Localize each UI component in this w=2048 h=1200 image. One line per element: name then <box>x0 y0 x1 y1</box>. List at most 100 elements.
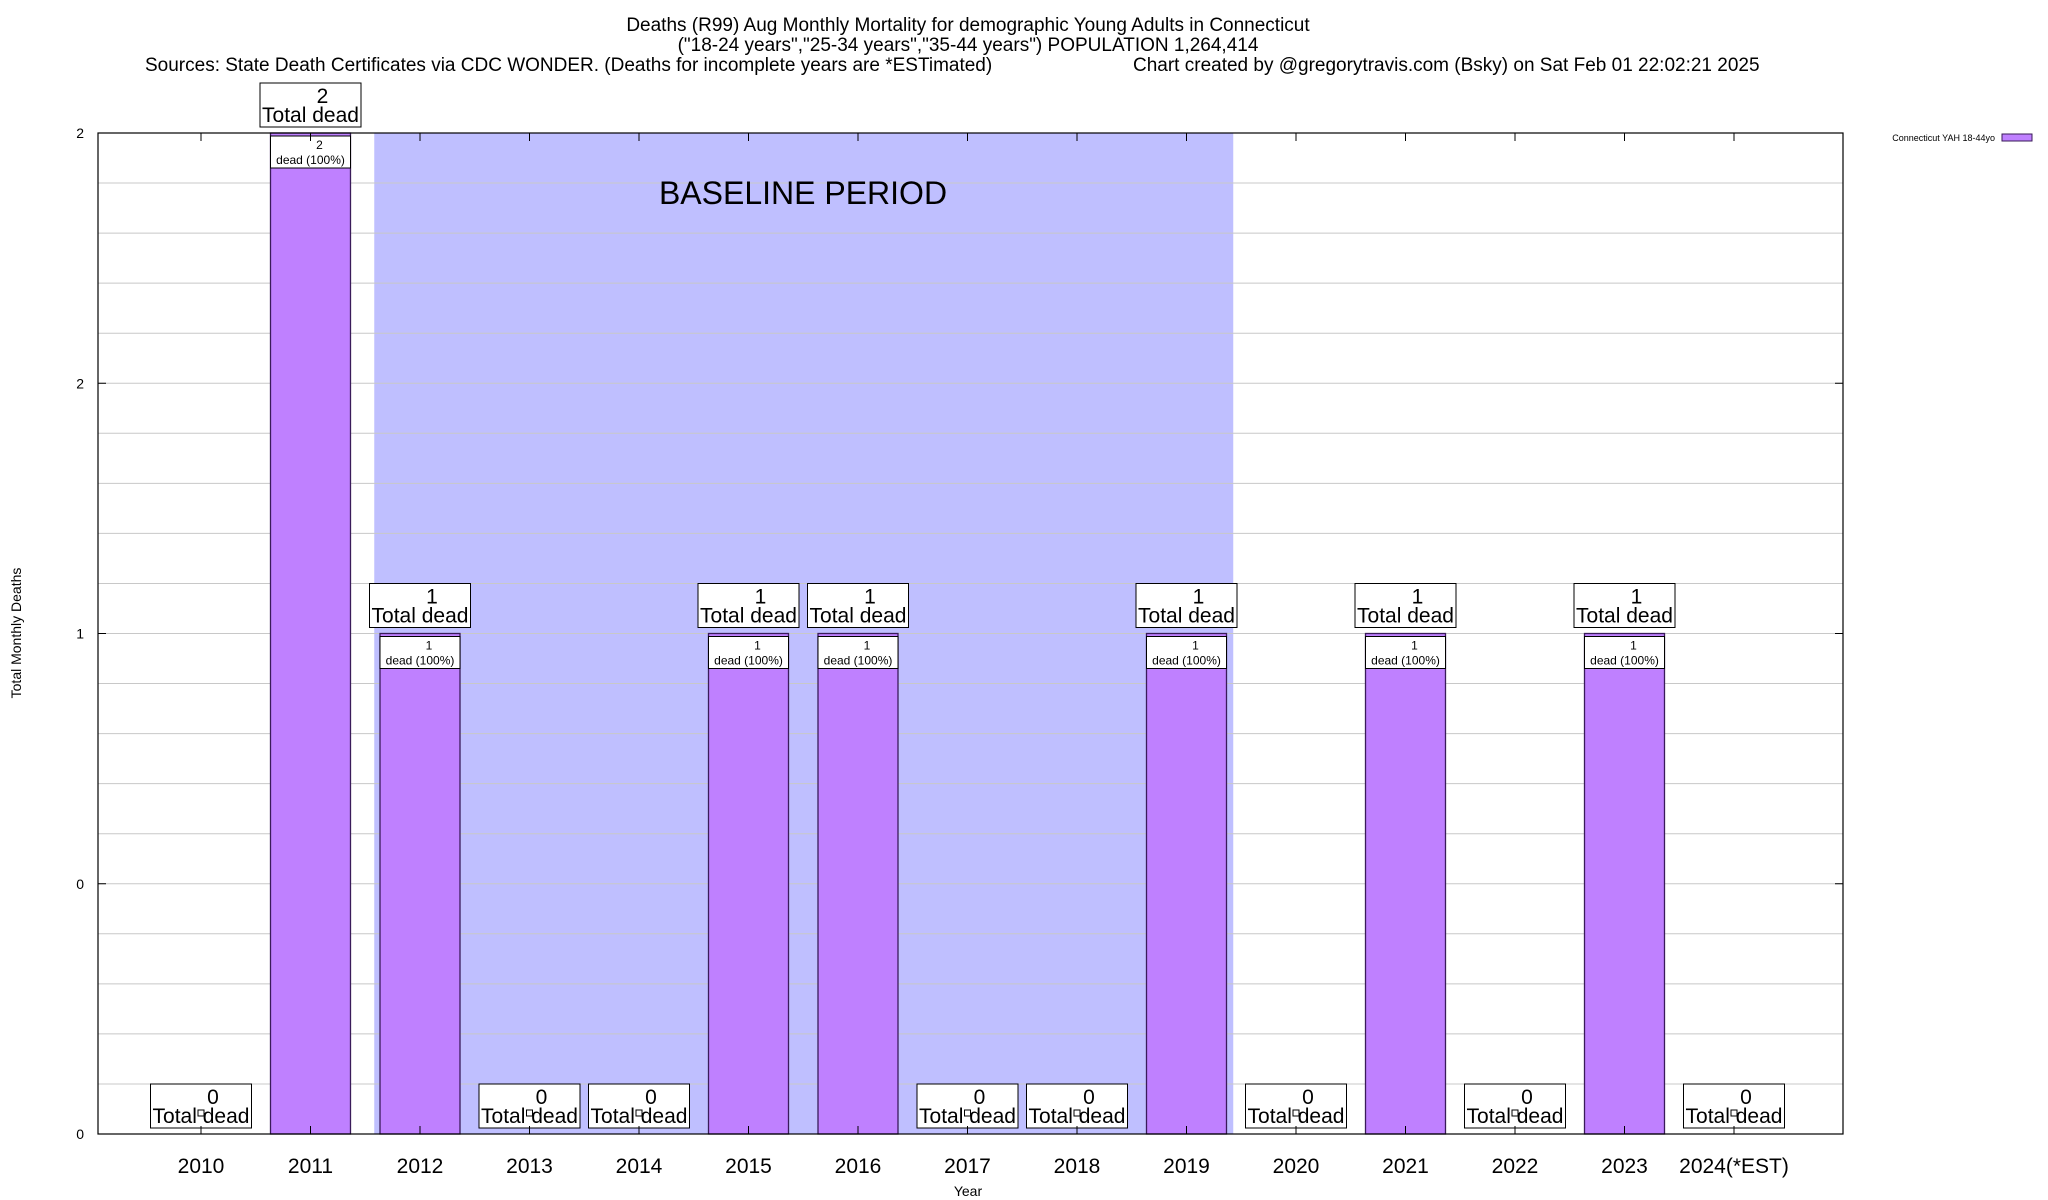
x-tick-label: 2013 <box>506 1155 553 1178</box>
bar-label-box <box>1365 636 1446 669</box>
bars-layer <box>269 132 1666 1135</box>
bar-2012 <box>379 632 461 1135</box>
chart-title-line2: ("18-24 years","25-34 years","35-44 year… <box>678 35 1259 56</box>
total-value-label: 0 <box>536 1086 548 1109</box>
x-axis-ticks: 2010 2011 2012 2013 2014 2015 2016 2017 2018 2019… <box>178 133 1789 1178</box>
total-label-box <box>1464 1083 1566 1129</box>
bar-2023 <box>1583 632 1666 1135</box>
x-tick-label: 2016 <box>835 1155 882 1178</box>
total-suffix-label: Total dead <box>1138 605 1235 628</box>
zero-marker <box>1292 1109 1300 1117</box>
legend: Connecticut YAH 18-44yo <box>1892 133 2033 143</box>
y-tick-label: 0 <box>76 876 84 892</box>
total-label-box <box>1683 1083 1785 1129</box>
total-suffix-label: Total dead <box>262 104 359 127</box>
zero-marker <box>197 1109 205 1117</box>
total-suffix-label: Total dead <box>1357 605 1454 628</box>
bar-2015 <box>707 632 790 1135</box>
bar-suffix-label: dead (100%) <box>1152 654 1221 668</box>
chart-credit: Chart created by @gregorytravis.com (Bsk… <box>1133 55 1760 76</box>
y-axis-label: Total Monthly Deaths <box>8 568 24 699</box>
total-value-label: 1 <box>1412 586 1424 609</box>
bar-value-label: 1 <box>864 639 871 653</box>
total-label-box <box>1135 583 1238 628</box>
y-tick-label: 2 <box>76 125 84 141</box>
total-value-label: 1 <box>1631 586 1643 609</box>
total-suffix-label: Total dead <box>810 605 907 628</box>
bar-2019 <box>1145 632 1228 1135</box>
bar-2011 <box>269 132 352 1135</box>
x-tick-label: 2019 <box>1163 1155 1210 1178</box>
bar-suffix-label: dead (100%) <box>824 654 893 668</box>
x-tick-label: 2024(*EST) <box>1679 1155 1789 1178</box>
total-value-label: 1 <box>864 586 876 609</box>
total-value-label: 0 <box>1302 1086 1314 1109</box>
x-tick-label: 2012 <box>397 1155 444 1178</box>
bar-label-box <box>379 636 461 669</box>
y-tick-label: 1 <box>76 626 84 642</box>
y-tick-label: 2 <box>76 375 84 391</box>
chart-title-line1: Deaths (R99) Aug Monthly Mortality for d… <box>626 15 1310 36</box>
x-tick-label: 2022 <box>1492 1155 1539 1178</box>
bar-suffix-label: dead (100%) <box>714 654 783 668</box>
x-tick-label: 2015 <box>725 1155 772 1178</box>
total-value-label: 1 <box>426 586 438 609</box>
bar-label-box <box>817 636 899 669</box>
bar-value-label: 1 <box>754 639 761 653</box>
bar-label-box <box>1584 636 1665 669</box>
y-axis-ticks: 0 0 1 2 2 <box>76 125 1843 1142</box>
total-value-label: 0 <box>207 1086 219 1109</box>
total-value-label: 0 <box>1740 1086 1752 1109</box>
bar-suffix-label: dead (100%) <box>1371 654 1440 668</box>
baseline-period-label: BASELINE PERIOD <box>659 175 947 211</box>
x-tick-label: 2023 <box>1601 1155 1648 1178</box>
total-suffix-label: Total dead <box>1576 605 1673 628</box>
x-tick-label: 2011 <box>288 1155 333 1178</box>
total-suffix-label: Total dead <box>372 605 469 628</box>
total-label-box <box>259 82 362 128</box>
bar-value-label: 1 <box>1411 639 1418 653</box>
total-label-box <box>916 1083 1019 1129</box>
bar-suffix-label: dead (100%) <box>276 153 345 167</box>
x-tick-label: 2014 <box>616 1155 663 1178</box>
x-tick-label: 2010 <box>178 1155 225 1178</box>
total-value-label: 0 <box>645 1086 657 1109</box>
bar-value-label: 1 <box>1192 639 1199 653</box>
x-tick-label: 2018 <box>1054 1155 1101 1178</box>
bar-2021 <box>1364 632 1447 1135</box>
bar-value-label: 1 <box>426 639 433 653</box>
zero-marker <box>526 1109 533 1117</box>
total-suffix-label: Total dead <box>700 605 797 628</box>
total-value-label: 0 <box>1083 1086 1095 1109</box>
bar-label-box <box>270 135 351 169</box>
total-label-box <box>807 583 909 628</box>
x-tick-label: 2021 <box>1382 1155 1429 1178</box>
bar-label-box <box>1146 636 1227 669</box>
total-label-box <box>150 1083 252 1129</box>
total-value-label: 0 <box>974 1086 986 1109</box>
zero-marker <box>1511 1109 1519 1117</box>
x-tick-label: 2020 <box>1273 1155 1320 1178</box>
total-label-box <box>588 1083 690 1129</box>
total-value-label: 0 <box>1521 1086 1533 1109</box>
bar-suffix-label: dead (100%) <box>1590 654 1659 668</box>
total-value-label: 1 <box>1193 586 1205 609</box>
x-axis-label: Year <box>954 1183 983 1199</box>
total-value-label: 2 <box>317 85 329 108</box>
zero-marker <box>1073 1109 1081 1117</box>
zero-marker <box>964 1109 971 1117</box>
x-tick-label: 2017 <box>944 1155 991 1178</box>
total-label-box <box>1026 1083 1128 1129</box>
legend-swatch <box>2001 133 2033 142</box>
total-label-box <box>1573 583 1676 628</box>
zero-marker <box>1730 1109 1738 1117</box>
chart-sources: Sources: State Death Certificates via CD… <box>145 55 992 76</box>
bar-value-label: 1 <box>1630 639 1637 653</box>
zero-marker <box>635 1109 643 1117</box>
bar-value-label: 2 <box>316 138 323 152</box>
bar-2016 <box>817 632 899 1135</box>
total-label-box <box>369 583 471 628</box>
total-label-box <box>1354 583 1457 628</box>
